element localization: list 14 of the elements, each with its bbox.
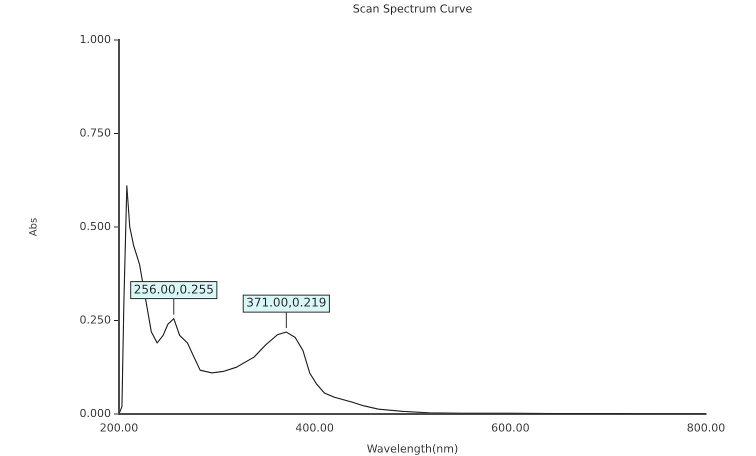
annotation: 256.00,0.255 bbox=[134, 282, 214, 296]
x-tick-label: 600.00 bbox=[491, 421, 530, 434]
y-tick-label: 1.000 bbox=[80, 32, 111, 46]
x-axis-title: Wavelength(nm) bbox=[366, 442, 458, 456]
x-tick-label: 400.00 bbox=[295, 421, 334, 434]
y-tick-label: 0.500 bbox=[80, 220, 111, 233]
y-tick-label: 0.250 bbox=[80, 313, 111, 326]
x-tick-label: 200.00 bbox=[100, 421, 138, 434]
y-tick-label: 0.000 bbox=[80, 406, 111, 420]
y-tick-label: 0.750 bbox=[80, 126, 111, 140]
x-tick-label: 800.00 bbox=[686, 421, 726, 434]
chart-title: Scan Spectrum Curve bbox=[352, 2, 472, 16]
y-axis-title: Abs bbox=[28, 218, 40, 236]
annotation: 371.00,0.219 bbox=[246, 296, 326, 310]
